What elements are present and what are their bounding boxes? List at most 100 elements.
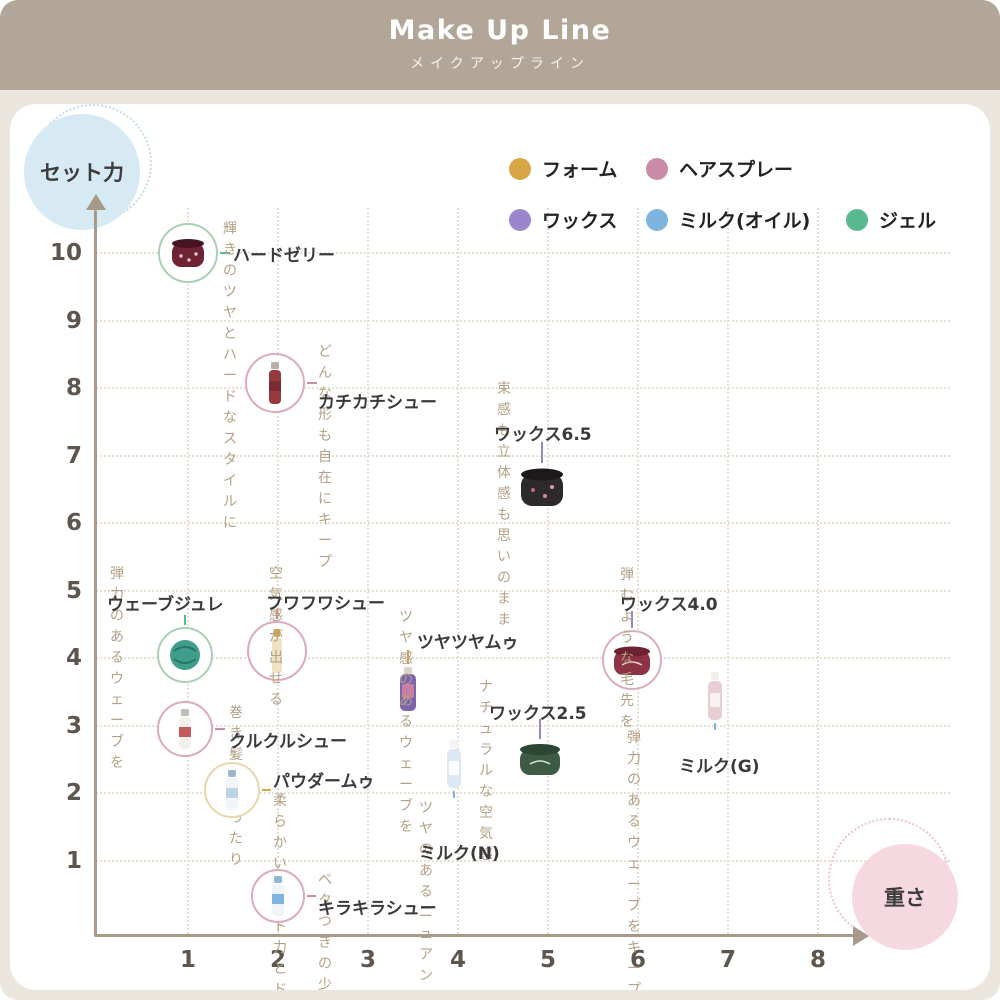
product-caption: 弾むような毛先を bbox=[620, 567, 634, 730]
legend-label: ミルク(オイル) bbox=[679, 210, 811, 232]
y-tick-label: 8 bbox=[65, 375, 82, 401]
y-axis-arrow-icon bbox=[86, 194, 106, 210]
product-caption: 輝きのツヤとハードなスタイルに bbox=[223, 221, 237, 531]
wax-jar-icon bbox=[518, 466, 566, 508]
gridline-vertical bbox=[637, 208, 639, 934]
product-circle bbox=[158, 223, 218, 283]
product-circle bbox=[247, 621, 307, 681]
product-circle bbox=[157, 701, 213, 757]
connector-line bbox=[539, 719, 541, 739]
x-axis-line bbox=[94, 934, 856, 937]
gridline-horizontal bbox=[96, 522, 950, 524]
product-name: ウェーブジュレ bbox=[107, 595, 224, 615]
product-name: フワフワシュー bbox=[266, 594, 385, 614]
connector-line bbox=[307, 382, 317, 384]
y-tick-label: 3 bbox=[65, 712, 82, 739]
connector-line bbox=[407, 650, 409, 664]
legend-item-milk-oil: ミルク(オイル) bbox=[646, 206, 810, 233]
gridline-horizontal bbox=[96, 589, 950, 592]
gridline-horizontal bbox=[96, 454, 950, 457]
product-caption: ベタつきの少ないツヤ感 bbox=[318, 872, 332, 990]
y-tick-label: 7 bbox=[65, 442, 82, 469]
spray-bottle-icon bbox=[269, 362, 281, 404]
y-axis-label: セット力 bbox=[24, 114, 140, 230]
product-caption: ツヤのある ニュアンス感を bbox=[419, 800, 433, 990]
x-tick-label: 7 bbox=[719, 947, 736, 973]
gridline-vertical bbox=[457, 208, 459, 934]
wax-jar-icon bbox=[614, 646, 650, 675]
product-caption: 空気感が出せる bbox=[269, 566, 283, 708]
gridline-horizontal bbox=[96, 319, 950, 322]
x-tick-label: 1 bbox=[179, 947, 196, 973]
product-caption: どんな形も 自在にキープ bbox=[318, 344, 332, 570]
x-axis-label: 重さ bbox=[852, 844, 958, 950]
foam-bottle-icon bbox=[397, 666, 419, 712]
x-tick-label: 4 bbox=[449, 947, 466, 973]
gridline-vertical bbox=[547, 208, 549, 934]
product-name: ワックス2.5 bbox=[489, 704, 587, 724]
product-caption: ツヤ感のあるウェーブを bbox=[399, 609, 413, 835]
products-layer: 輝きのツヤとハードなスタイルに ハードゼリー どんな形も 自在にキープ カチカチ… bbox=[10, 104, 990, 990]
x-tick-label: 5 bbox=[539, 947, 556, 973]
x-tick-label: 8 bbox=[809, 947, 826, 973]
x-tick-label: 2 bbox=[269, 947, 286, 973]
connector-line bbox=[220, 252, 230, 254]
gridline-horizontal bbox=[96, 387, 950, 389]
gridline-horizontal bbox=[96, 792, 950, 794]
connector-line bbox=[714, 723, 716, 730]
wax-jar-icon bbox=[518, 741, 562, 777]
foam-color-dot-icon bbox=[509, 157, 531, 180]
gridline-horizontal bbox=[96, 657, 950, 659]
header: Make Up Line メイクアップライン bbox=[0, 0, 1000, 90]
connector-line bbox=[215, 728, 225, 730]
gel-jar-icon bbox=[172, 239, 204, 267]
y-tick-label: 5 bbox=[65, 577, 82, 604]
legend-item-foam: フォーム bbox=[509, 155, 617, 182]
connector-line bbox=[631, 611, 633, 628]
y-tick-label: 10 bbox=[49, 240, 82, 266]
product-circle bbox=[157, 627, 213, 683]
y-tick-label: 9 bbox=[65, 307, 82, 334]
product-name: カチカチシュー bbox=[318, 393, 437, 413]
milk-color-dot-icon bbox=[646, 208, 668, 231]
product-name: ミルク(N) bbox=[419, 844, 500, 864]
gridline-horizontal bbox=[96, 859, 950, 862]
legend-item-gel: ジェル bbox=[846, 206, 936, 233]
milk-bottle-icon bbox=[706, 671, 724, 721]
product-circle bbox=[245, 353, 305, 413]
product-caption: 束感も立体感も 思いのまま bbox=[497, 381, 511, 628]
spray-bottle-icon bbox=[179, 709, 191, 749]
x-axis-arrow-icon bbox=[853, 926, 869, 946]
connector-line bbox=[453, 791, 455, 798]
connector-line bbox=[541, 442, 543, 463]
product-circle bbox=[602, 630, 662, 690]
y-tick-label: 4 bbox=[65, 645, 82, 671]
product-caption: 弾力のあるウェーブを bbox=[110, 566, 124, 771]
gridline-vertical bbox=[187, 208, 189, 934]
gridline-vertical bbox=[367, 208, 369, 934]
page-title: Make Up Line bbox=[388, 15, 612, 46]
product-caption: ナチュラルな空気感 bbox=[479, 679, 493, 863]
legend-label: ワックス bbox=[542, 210, 618, 232]
product-name: パウダームゥ bbox=[273, 772, 375, 792]
connector-line bbox=[276, 609, 278, 619]
legend-label: フォーム bbox=[542, 159, 618, 181]
x-tick-label: 3 bbox=[359, 947, 376, 973]
product-name: ハードゼリー bbox=[233, 246, 335, 266]
gel-color-dot-icon bbox=[846, 208, 868, 231]
product-name: クルクルシュー bbox=[229, 732, 347, 752]
spray-bottle-icon bbox=[226, 770, 238, 810]
spray-bottle-icon bbox=[272, 876, 284, 916]
x-tick-label: 6 bbox=[629, 947, 646, 973]
gridline-horizontal bbox=[96, 724, 950, 727]
y-tick-label: 1 bbox=[65, 847, 82, 874]
legend-label: ジェル bbox=[879, 210, 937, 232]
gridline-vertical bbox=[277, 208, 279, 934]
gridline-vertical bbox=[727, 208, 729, 934]
chart-panel: 1 2 3 4 5 6 7 8 10 9 8 7 6 5 4 3 2 1 セット力 重さ フォーム ヘアスプレー… bbox=[10, 104, 990, 990]
product-name: キラキラシュー bbox=[318, 899, 437, 919]
product-circle bbox=[204, 762, 260, 818]
gel-ball-icon bbox=[170, 640, 200, 670]
legend-item-hairspray: ヘアスプレー bbox=[646, 155, 793, 182]
product-name: ワックス4.0 bbox=[620, 595, 718, 615]
